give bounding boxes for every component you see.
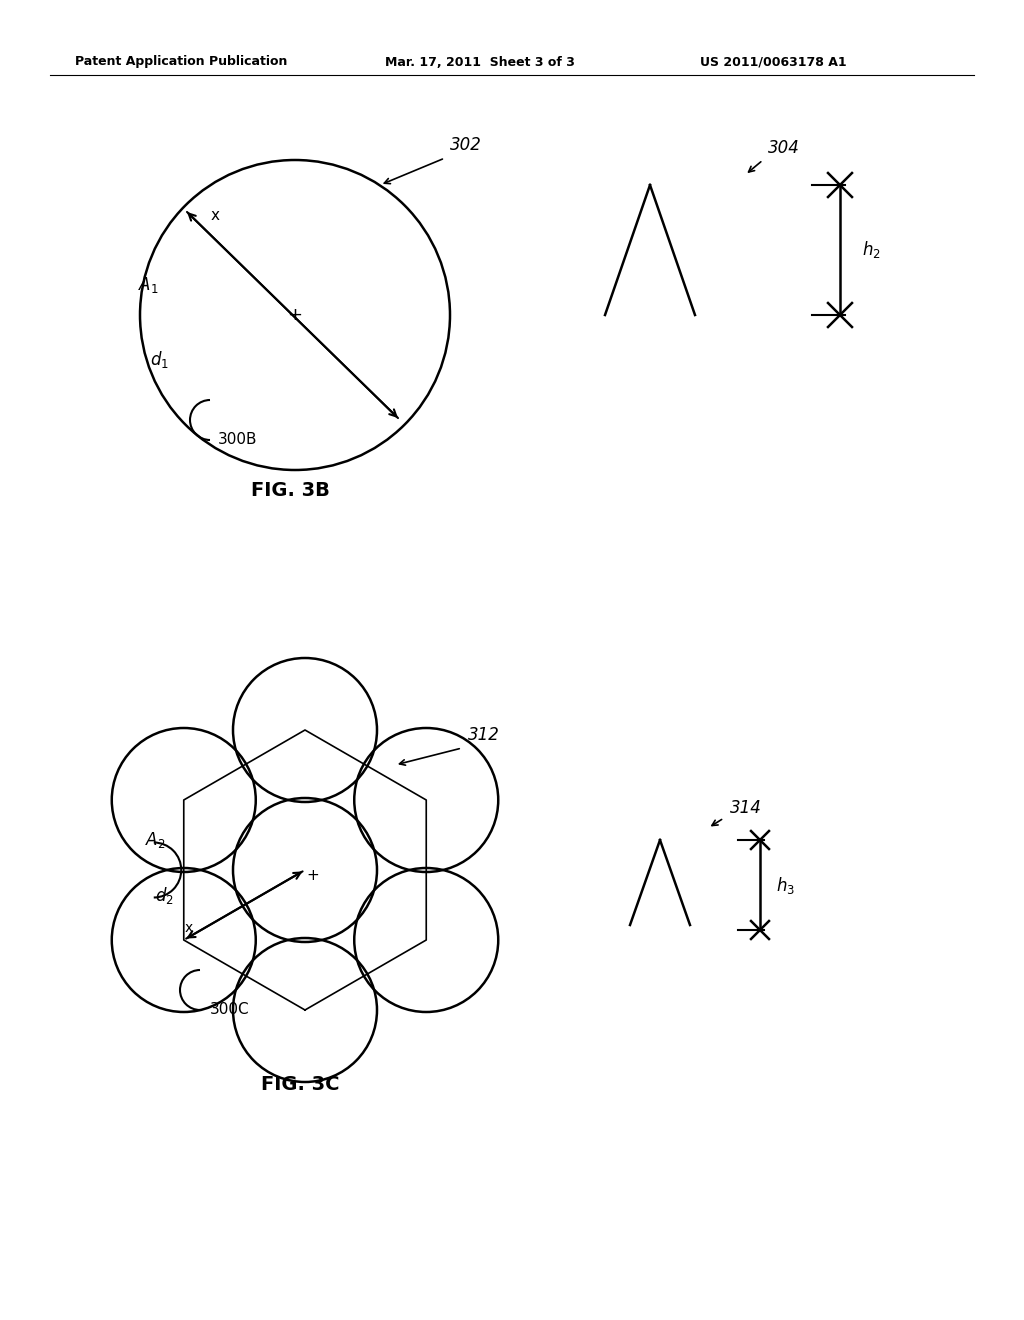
Text: $A_2$: $A_2$ bbox=[145, 830, 166, 850]
Text: Mar. 17, 2011  Sheet 3 of 3: Mar. 17, 2011 Sheet 3 of 3 bbox=[385, 55, 574, 69]
Text: FIG. 3C: FIG. 3C bbox=[261, 1076, 339, 1094]
Text: x: x bbox=[211, 207, 219, 223]
Text: $d_1$: $d_1$ bbox=[150, 350, 169, 371]
Text: $h_3$: $h_3$ bbox=[776, 874, 795, 895]
Text: +: + bbox=[288, 306, 302, 323]
Text: $d_2$: $d_2$ bbox=[155, 884, 174, 906]
Text: 304: 304 bbox=[768, 139, 800, 157]
Text: $A_1$: $A_1$ bbox=[138, 275, 159, 294]
Text: x: x bbox=[184, 921, 193, 935]
Text: 312: 312 bbox=[468, 726, 500, 744]
Text: 300C: 300C bbox=[210, 1002, 250, 1018]
Text: 314: 314 bbox=[730, 799, 762, 817]
Text: US 2011/0063178 A1: US 2011/0063178 A1 bbox=[700, 55, 847, 69]
Text: Patent Application Publication: Patent Application Publication bbox=[75, 55, 288, 69]
Text: FIG. 3B: FIG. 3B bbox=[251, 480, 330, 499]
Text: 300B: 300B bbox=[218, 433, 257, 447]
Text: 302: 302 bbox=[450, 136, 482, 154]
Text: $h_2$: $h_2$ bbox=[862, 239, 881, 260]
Text: +: + bbox=[306, 869, 319, 883]
